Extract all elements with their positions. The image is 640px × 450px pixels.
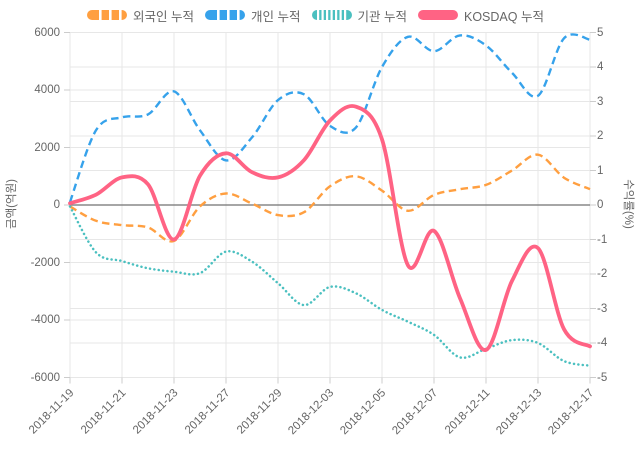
right-axis-tick-label: 3	[597, 95, 604, 108]
legend-item-foreign[interactable]: 외국인 누적	[86, 6, 194, 25]
legend-item-individual[interactable]: 개인 누적	[204, 6, 301, 25]
left-axis-tick-label: -2000	[30, 256, 60, 269]
right-axis-tick-label: 0	[597, 199, 604, 211]
legend-item-kosdaq[interactable]: KOSDAQ 누적	[417, 6, 544, 25]
left-axis-tick-label: 2000	[34, 141, 60, 154]
legend-label: KOSDAQ 누적	[463, 9, 544, 24]
left-axis-tick-label: -4000	[30, 314, 60, 326]
right-axis-tick-label: 2	[597, 130, 604, 142]
right-axis-tick-label: -5	[597, 371, 608, 384]
left-axis-title: 금액(억원)	[6, 179, 18, 229]
legend-label: 개인 누적	[251, 9, 301, 24]
individual-legend-marker	[205, 9, 246, 21]
legend-label: 외국인 누적	[133, 9, 195, 24]
foreign-legend-marker	[87, 9, 128, 21]
right-axis-tick-label: 5	[597, 26, 604, 39]
left-axis-tick-label: 0	[53, 199, 60, 211]
left-axis-tick-label: 6000	[34, 26, 60, 39]
right-axis-tick-label: -2	[597, 268, 608, 280]
legend-item-institution[interactable]: 기관 누적	[311, 6, 407, 25]
right-axis-title: 수익률(%)	[622, 179, 634, 229]
kosdaq-legend-marker	[417, 10, 458, 20]
right-axis-tick-label: -1	[597, 233, 608, 246]
series-line-kosdaq	[68, 104, 592, 352]
left-axis-tick-label: -6000	[30, 371, 60, 384]
institution-legend-marker	[311, 9, 352, 21]
series-line-foreign	[69, 153, 591, 243]
series-line-individual	[68, 33, 591, 203]
legend-label: 기관 누적	[357, 9, 407, 24]
left-axis-tick-label: 4000	[34, 84, 60, 96]
right-axis-tick-label: 4	[597, 61, 604, 73]
right-axis-tick-label: -4	[597, 337, 608, 349]
right-axis-tick-label: 1	[597, 164, 604, 177]
chart-legend: 외국인 누적 개인 누적 기관 누적 KOSDAQ 누적	[0, 6, 640, 24]
series-line-institution	[68, 205, 592, 367]
right-axis-tick-label: -3	[597, 302, 608, 315]
